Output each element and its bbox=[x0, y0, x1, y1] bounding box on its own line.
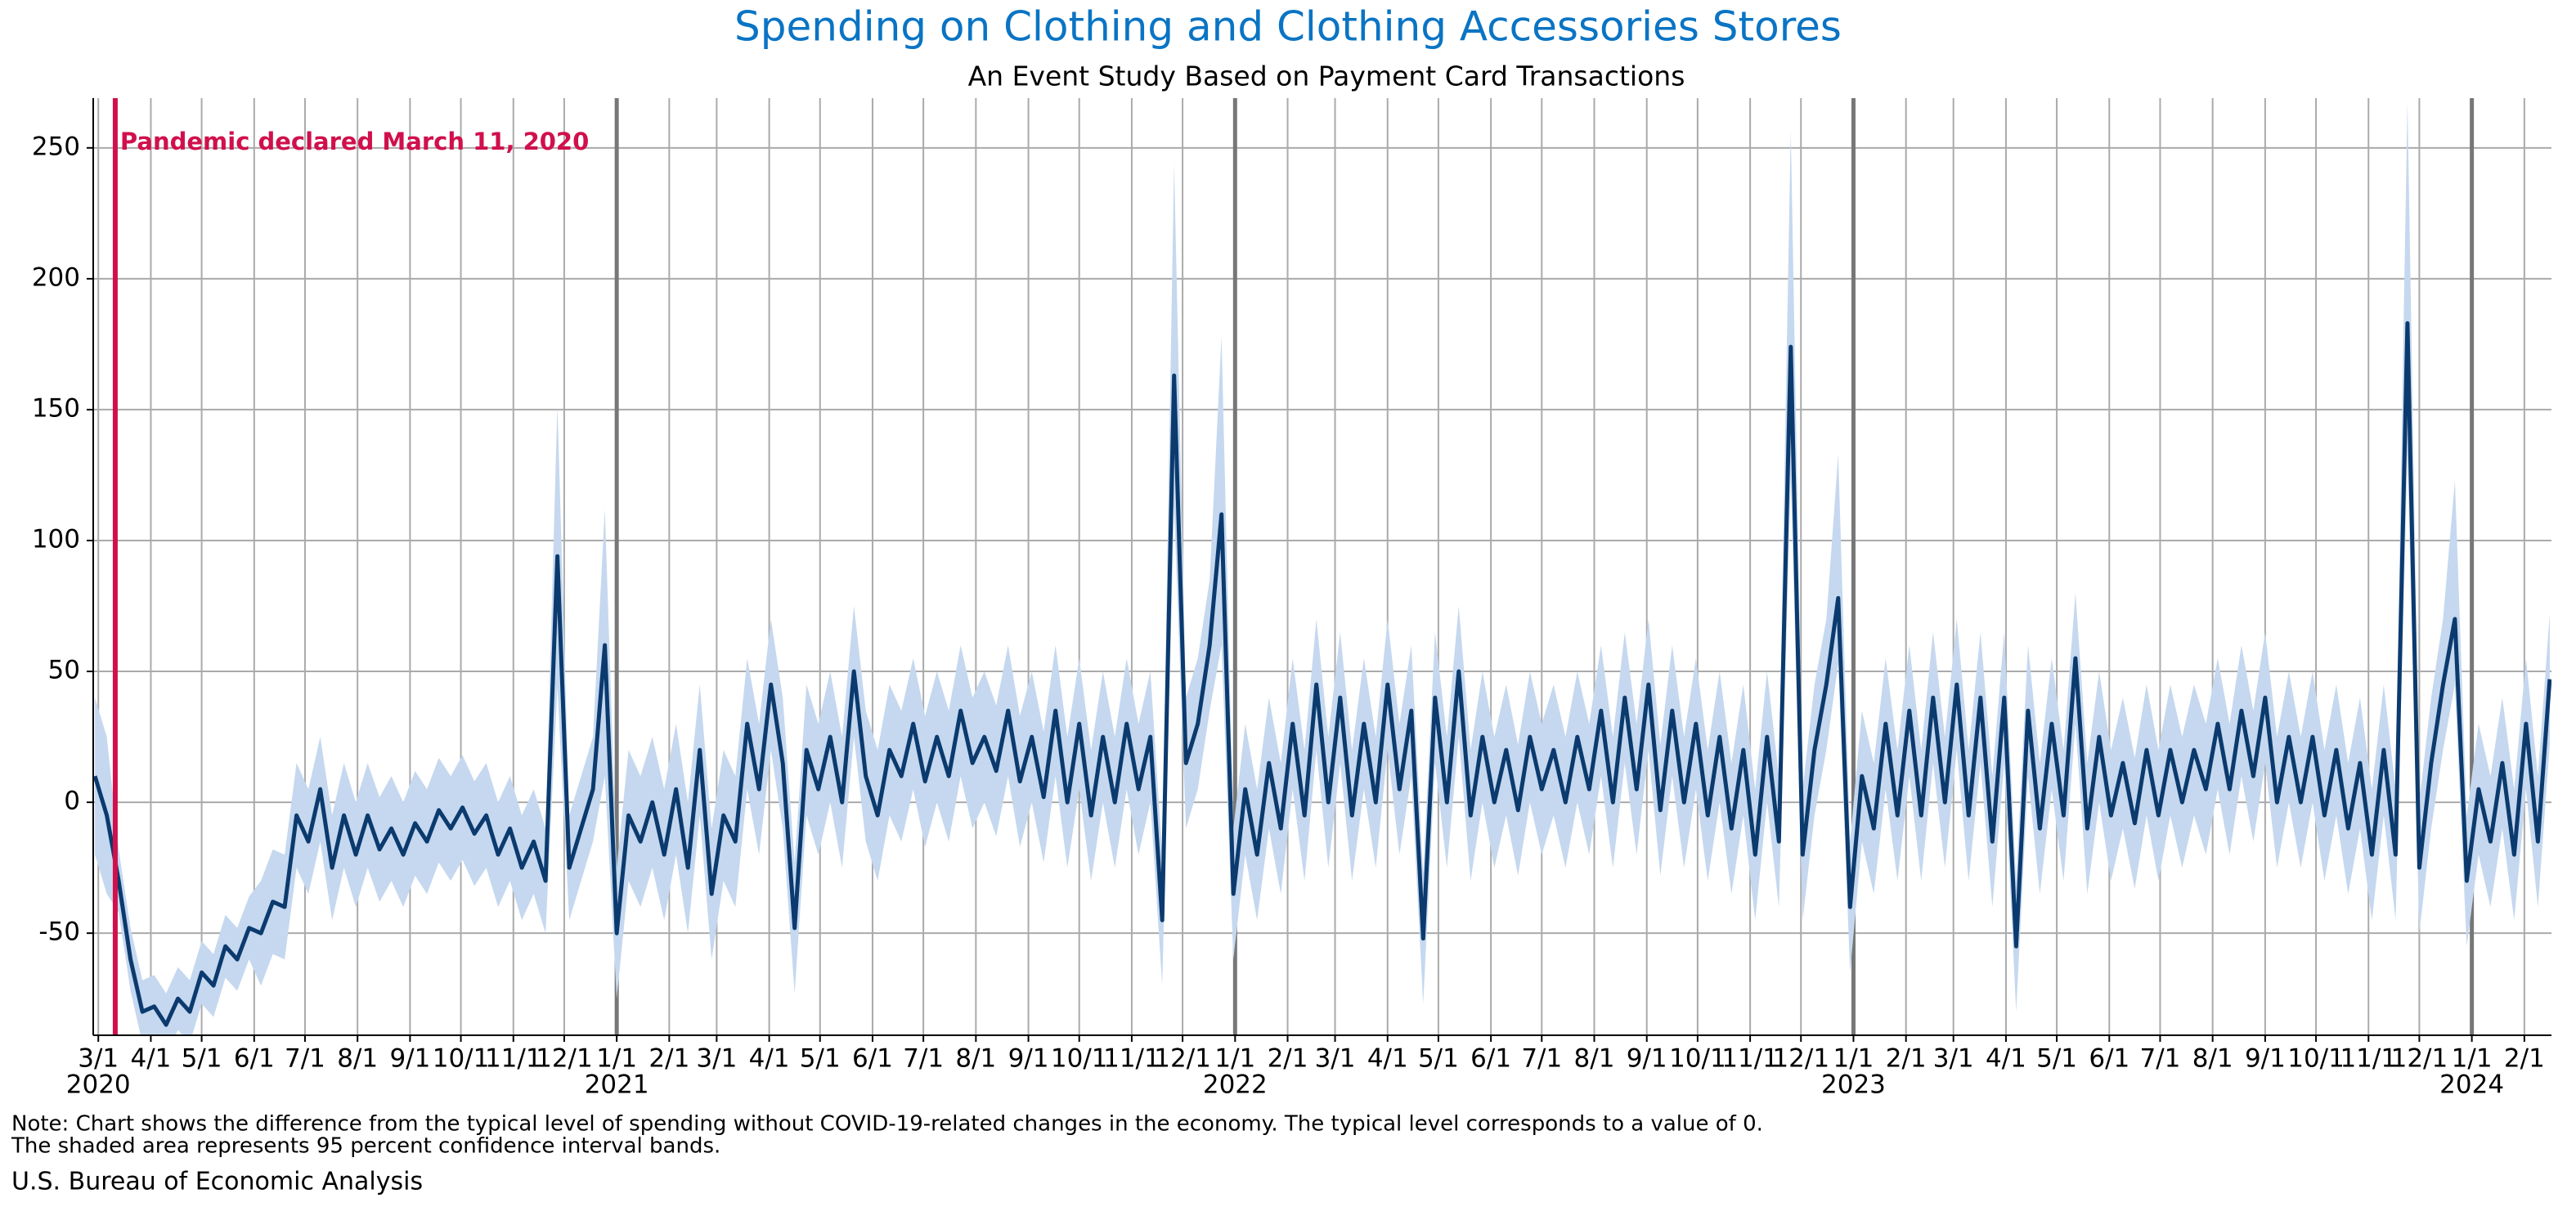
plot-area bbox=[93, 101, 2551, 1035]
x-tick-label: 3/1 bbox=[696, 1044, 737, 1074]
x-tick-label: 11/1 bbox=[1721, 1044, 1779, 1074]
x-tick-label: 8/1 bbox=[337, 1044, 378, 1074]
y-tick-label: 200 bbox=[32, 262, 80, 292]
x-tick-label: 4/1 bbox=[749, 1044, 790, 1074]
x-tick-label: 4/1 bbox=[130, 1044, 171, 1074]
x-tick-label: 9/1 bbox=[2245, 1044, 2286, 1074]
x-tick-label: 10/1 bbox=[433, 1044, 490, 1074]
source: U.S. Bureau of Economic Analysis bbox=[11, 1168, 423, 1196]
x-tick-label: 2/1 bbox=[1886, 1044, 1927, 1074]
x-tick-label: 2/1 bbox=[2504, 1044, 2545, 1074]
x-tick-label: 3/1 bbox=[1933, 1044, 1974, 1074]
x-tick-label: 9/1 bbox=[1008, 1044, 1049, 1074]
chart-title: Spending on Clothing and Clothing Access… bbox=[734, 3, 1842, 51]
x-tick-label: 12/1 bbox=[1772, 1044, 1829, 1074]
x-year-label: 2020 bbox=[66, 1070, 131, 1100]
y-tick-label: -50 bbox=[38, 918, 80, 947]
x-year-label: 2021 bbox=[585, 1070, 649, 1100]
y-tick-label: 150 bbox=[32, 393, 80, 423]
x-tick-label: 1/1 bbox=[596, 1044, 637, 1074]
x-tick-label: 6/1 bbox=[2089, 1044, 2129, 1074]
x-tick-label: 8/1 bbox=[955, 1044, 996, 1074]
x-tick-label: 12/1 bbox=[536, 1044, 593, 1074]
x-tick-label: 6/1 bbox=[1470, 1044, 1511, 1074]
x-tick-label: 10/1 bbox=[2287, 1044, 2345, 1074]
x-tick-label: 2/1 bbox=[1268, 1044, 1308, 1074]
x-tick-label: 5/1 bbox=[1418, 1044, 1459, 1074]
note: Note: Chart shows the difference from th… bbox=[11, 1112, 1763, 1137]
x-tick-label: 7/1 bbox=[903, 1044, 944, 1074]
x-tick-label: 6/1 bbox=[234, 1044, 275, 1074]
x-tick-label: 7/1 bbox=[285, 1044, 325, 1074]
x-tick-label: 12/1 bbox=[2391, 1044, 2448, 1074]
x-year-label: 2024 bbox=[2439, 1070, 2504, 1100]
y-tick-label: 0 bbox=[64, 787, 80, 816]
x-tick-label: 11/1 bbox=[2340, 1044, 2397, 1074]
x-tick-label: 1/1 bbox=[1214, 1044, 1255, 1074]
x-tick-label: 8/1 bbox=[1574, 1044, 1615, 1074]
x-tick-label: 7/1 bbox=[1521, 1044, 1562, 1074]
x-year-label: 2022 bbox=[1203, 1070, 1268, 1100]
x-tick-label: 6/1 bbox=[852, 1044, 893, 1074]
note: The shaded area represents 95 percent co… bbox=[11, 1134, 720, 1159]
x-year-label: 2023 bbox=[1821, 1070, 1886, 1100]
chart-subtitle: An Event Study Based on Payment Card Tra… bbox=[968, 61, 1685, 92]
x-tick-label: 12/1 bbox=[1154, 1044, 1211, 1074]
data-line bbox=[93, 321, 2551, 1027]
confidence-band bbox=[95, 101, 2550, 1035]
x-tick-label: 2/1 bbox=[648, 1044, 689, 1074]
x-tick-label: 4/1 bbox=[1986, 1044, 2026, 1074]
x-tick-label: 3/1 bbox=[1315, 1044, 1356, 1074]
x-tick-label: 11/1 bbox=[485, 1044, 542, 1074]
y-tick-label: 100 bbox=[32, 524, 80, 554]
y-tick-label: 50 bbox=[48, 656, 80, 685]
y-tick-label: 250 bbox=[32, 132, 80, 161]
x-tick-label: 5/1 bbox=[800, 1044, 841, 1074]
x-tick-label: 10/1 bbox=[1669, 1044, 1726, 1074]
x-tick-label: 9/1 bbox=[389, 1044, 430, 1074]
x-tick-label: 9/1 bbox=[1627, 1044, 1667, 1074]
x-tick-label: 1/1 bbox=[2452, 1044, 2493, 1074]
x-tick-label: 4/1 bbox=[1367, 1044, 1408, 1074]
x-tick-label: 11/1 bbox=[1103, 1044, 1160, 1074]
x-tick-label: 3/1 bbox=[78, 1044, 119, 1074]
event-label: Pandemic declared March 11, 2020 bbox=[120, 128, 589, 155]
x-tick-label: 7/1 bbox=[2139, 1044, 2180, 1074]
x-tick-label: 10/1 bbox=[1051, 1044, 1108, 1074]
x-tick-label: 1/1 bbox=[1833, 1044, 1874, 1074]
x-tick-label: 5/1 bbox=[182, 1044, 222, 1074]
x-tick-label: 8/1 bbox=[2192, 1044, 2233, 1074]
x-tick-label: 5/1 bbox=[2036, 1044, 2077, 1074]
